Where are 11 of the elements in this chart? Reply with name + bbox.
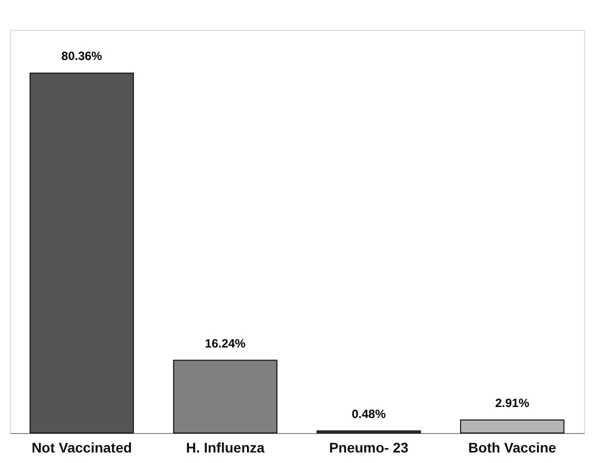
- data-label: 2.91%: [495, 396, 530, 410]
- data-label: 80.36%: [61, 49, 102, 64]
- data-label: 0.48%: [352, 406, 386, 421]
- data-label: 16.24%: [204, 336, 246, 350]
- x-tick-label: Not Vaccinated: [32, 440, 132, 456]
- bar: [30, 72, 134, 434]
- bar: [460, 419, 564, 434]
- x-tick-label: H. Influenza: [186, 440, 265, 456]
- bar: [316, 430, 421, 434]
- x-tick-label: Both Vaccine: [468, 440, 556, 456]
- x-tick-label: Pneumo- 23: [329, 440, 409, 456]
